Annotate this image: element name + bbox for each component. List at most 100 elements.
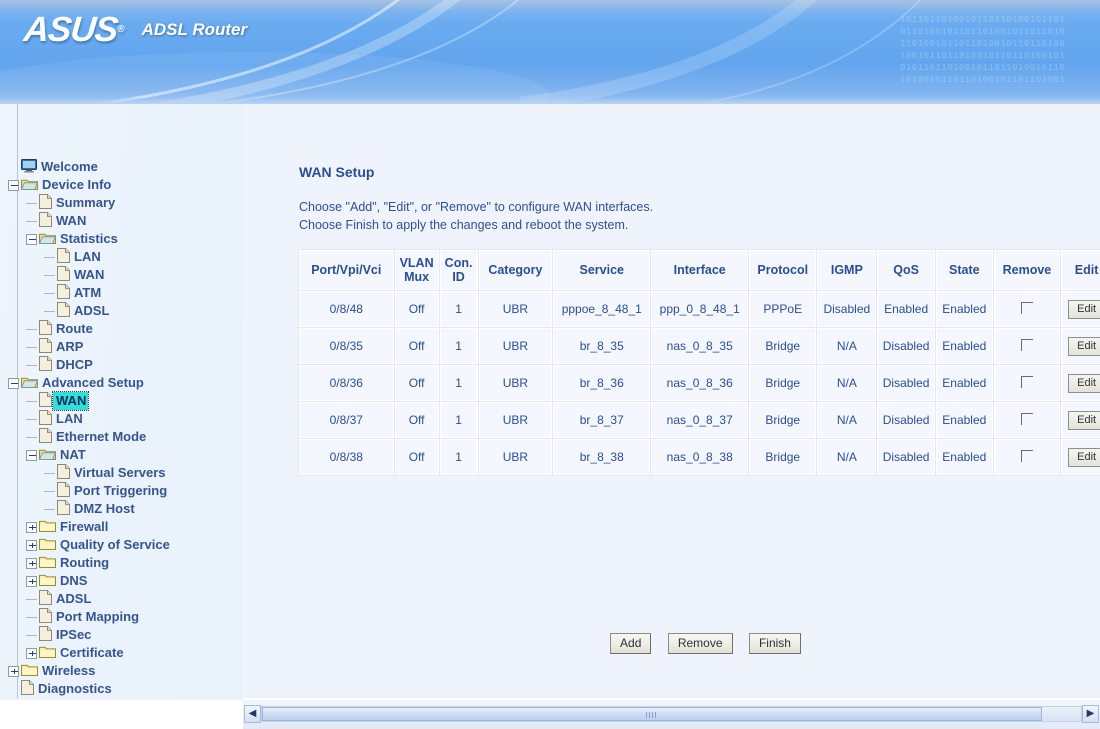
sidebar-item-label: IPSec — [56, 627, 92, 642]
cell-category: UBR — [477, 290, 554, 328]
expand-plus-icon[interactable] — [8, 665, 19, 677]
sidebar-item-label: LAN — [74, 249, 101, 264]
expand-plus-icon[interactable] — [26, 521, 37, 533]
bottom-left-filler — [0, 698, 243, 729]
page-icon — [39, 212, 52, 230]
sidebar-item-welcome[interactable]: Welcome — [8, 158, 243, 176]
finish-button[interactable]: Finish — [748, 633, 801, 654]
sidebar-item-label: ATM — [74, 285, 102, 300]
sidebar-item-summary[interactable]: Summary — [8, 194, 243, 212]
cell-protocol: Bridge — [748, 401, 818, 439]
scrollbar-thumb[interactable] — [262, 707, 1042, 721]
sidebar-item-diagnostics[interactable]: Diagnostics — [8, 680, 243, 698]
sidebar-item-port-triggering[interactable]: Port Triggering — [8, 482, 243, 500]
edit-button[interactable]: Edit — [1067, 447, 1100, 467]
sidebar-item-quality-of-service[interactable]: Quality of Service — [8, 536, 243, 554]
sidebar-item-atm[interactable]: ATM — [8, 284, 243, 302]
remove-checkbox[interactable] — [1020, 449, 1033, 462]
edit-button[interactable]: Edit — [1067, 336, 1100, 356]
sidebar-item-certificate[interactable]: Certificate — [8, 644, 243, 662]
cell-service: br_8_35 — [552, 327, 652, 365]
sidebar-item-device-info[interactable]: Device Info — [8, 176, 243, 194]
sidebar-item-wan[interactable]: WAN — [8, 212, 243, 230]
remove-checkbox[interactable] — [1020, 338, 1033, 351]
collapse-minus-icon[interactable] — [8, 377, 19, 389]
sidebar-item-wan[interactable]: WAN — [8, 391, 243, 411]
folder-closed-icon — [21, 663, 38, 679]
cell-interface: nas_0_8_38 — [650, 438, 750, 476]
sidebar-item-route[interactable]: Route — [8, 320, 243, 338]
remove-button[interactable]: Remove — [667, 633, 733, 654]
sidebar-item-virtual-servers[interactable]: Virtual Servers — [8, 464, 243, 482]
cell-port-vpi-vci: 0/8/35 — [298, 327, 395, 365]
tree-connector-line — [26, 400, 37, 402]
edit-button[interactable]: Edit — [1067, 410, 1100, 430]
sidebar-item-ethernet-mode[interactable]: Ethernet Mode — [8, 428, 243, 446]
banner-binary-pattern: 1011011010010110110100101101 01101001011… — [900, 14, 1100, 88]
sidebar-item-routing[interactable]: Routing — [8, 554, 243, 572]
sidebar-item-advanced-setup[interactable]: Advanced Setup — [8, 374, 243, 392]
sidebar-item-adsl[interactable]: ADSL — [8, 590, 243, 608]
sidebar-item-label: ADSL — [56, 591, 92, 606]
sidebar-item-statistics[interactable]: Statistics — [8, 230, 243, 248]
tree-connector-line — [26, 418, 37, 420]
tree-connector-line — [44, 256, 55, 258]
sidebar-item-lan[interactable]: LAN — [8, 410, 243, 428]
scroll-left-arrow-icon[interactable]: ◀ — [244, 705, 261, 723]
edit-button[interactable]: Edit — [1067, 373, 1100, 393]
folder-closed-icon — [39, 519, 56, 535]
wan-table-container: Port/Vpi/Vci VLAN Mux Con. ID Category Service… — [298, 249, 1100, 654]
collapse-minus-icon[interactable] — [8, 179, 19, 191]
cell-qos: Disabled — [876, 401, 936, 439]
sidebar-item-adsl[interactable]: ADSL — [8, 302, 243, 320]
sidebar-item-port-mapping[interactable]: Port Mapping — [8, 608, 243, 626]
expand-plus-icon[interactable] — [26, 575, 37, 587]
cell-edit: Edit — [1060, 364, 1100, 402]
cell-qos: Enabled — [876, 290, 936, 328]
cell-service: br_8_38 — [552, 438, 652, 476]
expand-plus-icon[interactable] — [26, 647, 37, 659]
cell-remove — [992, 438, 1062, 476]
asus-logo-text: ASUS — [22, 10, 120, 49]
binary-row: 1011011010010110110100101101 — [900, 15, 1066, 25]
expand-plus-icon[interactable] — [26, 557, 37, 569]
cell-state: Enabled — [934, 364, 994, 402]
remove-checkbox[interactable] — [1020, 412, 1033, 425]
sidebar-item-wan[interactable]: WAN — [8, 266, 243, 284]
cell-qos: Disabled — [876, 327, 936, 365]
folder-open-icon — [38, 447, 57, 463]
tree-connector-line — [44, 310, 55, 312]
sidebar-item-dhcp[interactable]: DHCP — [8, 356, 243, 374]
tree-connector-line — [44, 490, 55, 492]
sidebar-item-label: Port Triggering — [74, 483, 168, 498]
tree-connector-line — [26, 346, 37, 348]
cell-con-id: 1 — [438, 401, 479, 439]
sidebar-item-dns[interactable]: DNS — [8, 572, 243, 590]
remove-checkbox[interactable] — [1020, 375, 1033, 388]
tree-connector-line — [26, 616, 37, 618]
cell-qos: Disabled — [876, 364, 936, 402]
sidebar-item-label: ARP — [56, 339, 84, 354]
expand-plus-icon[interactable] — [26, 539, 37, 551]
banner-top-edge — [0, 0, 1100, 9]
remove-checkbox[interactable] — [1020, 301, 1033, 314]
sidebar-item-dmz-host[interactable]: DMZ Host — [8, 500, 243, 518]
scroll-right-arrow-icon[interactable]: ▶ — [1082, 705, 1099, 723]
table-row: 0/8/36 Off 1 UBR br_8_36 nas_0_8_36 Bridge N/A D… — [298, 364, 1100, 402]
sidebar-item-label: Diagnostics — [38, 681, 112, 696]
sidebar-item-label: Port Mapping — [56, 609, 140, 624]
collapse-minus-icon[interactable] — [26, 233, 37, 245]
page-icon — [57, 284, 70, 302]
collapse-minus-icon[interactable] — [26, 449, 37, 461]
horizontal-scrollbar[interactable]: ◀ ▶ — [243, 700, 1100, 729]
add-button[interactable]: Add — [610, 633, 652, 654]
sidebar-item-firewall[interactable]: Firewall — [8, 518, 243, 536]
edit-button[interactable]: Edit — [1067, 299, 1100, 319]
sidebar-item-wireless[interactable]: Wireless — [8, 662, 243, 680]
sidebar-item-nat[interactable]: NAT — [8, 446, 243, 464]
sidebar-item-arp[interactable]: ARP — [8, 338, 243, 356]
cell-interface: ppp_0_8_48_1 — [650, 290, 750, 328]
folder-closed-icon — [39, 573, 56, 589]
sidebar-item-ipsec[interactable]: IPSec — [8, 626, 243, 644]
sidebar-item-lan[interactable]: LAN — [8, 248, 243, 266]
